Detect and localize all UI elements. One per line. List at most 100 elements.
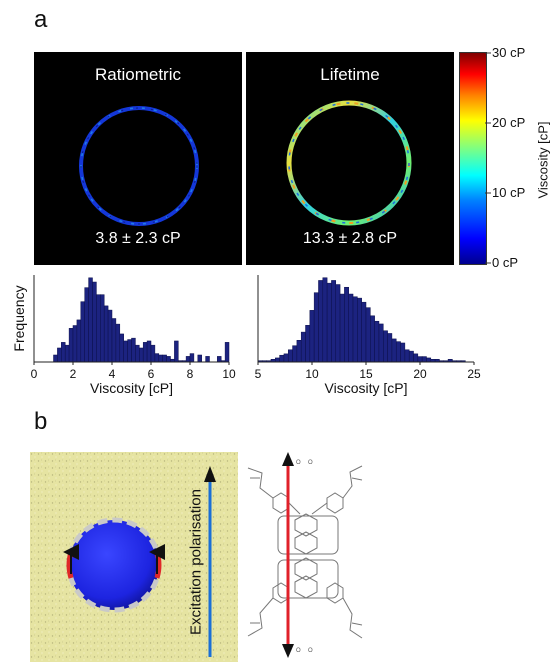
histogram-bar [131, 337, 136, 363]
histogram-ratiometric: 0 2 4 6 8 10 Viscosity [cP] Frequency [11, 275, 236, 396]
histogram-bar [413, 353, 419, 363]
histogram-bar [331, 280, 337, 363]
histogram-bar [84, 287, 89, 363]
ratiometric-ring [79, 106, 199, 226]
histogram-bar [158, 354, 163, 363]
histogram-bar [142, 342, 148, 363]
ratiometric-title: Ratiometric [95, 65, 181, 84]
histogram-bar [139, 347, 144, 363]
histogram-bar [76, 319, 82, 363]
histogram-bar [322, 277, 328, 363]
histogram-bar [370, 315, 375, 363]
lifetime-image: Lifetime 13.3 ± 2.8 cP [246, 52, 454, 265]
molecule-structure: O O O O [247, 452, 363, 658]
histogram-bar [64, 344, 70, 363]
histogram-bar [408, 350, 414, 363]
x-tick-label: 15 [359, 367, 373, 381]
histogram-bar [68, 328, 74, 363]
histogram-bar [365, 307, 371, 363]
histogram-bar [305, 325, 311, 363]
histogram-bar [185, 356, 191, 363]
histogram-bar [287, 349, 293, 363]
svg-text:O: O [296, 460, 301, 466]
histogram-bar [374, 320, 380, 363]
histogram-bar [111, 318, 117, 363]
histogram-bar [339, 293, 345, 363]
histogram-bar [275, 357, 280, 363]
histogram-bar [296, 340, 302, 363]
simulation-image: Excitation polarisation [30, 452, 238, 662]
histogram-bar [135, 344, 140, 363]
x-axis-label: Viscosity [cP] [90, 380, 173, 396]
histogram-bar [335, 284, 341, 363]
svg-text:O: O [308, 648, 313, 654]
histogram-bar [391, 338, 397, 363]
histogram-bar [107, 309, 113, 363]
histogram-lifetime: 5 10 15 20 25 Viscosity [cP] [255, 275, 481, 396]
panel-a-letter: a [34, 6, 48, 33]
ratiometric-image: Ratiometric 3.8 ± 2.3 cP [34, 52, 242, 265]
histogram-bar [326, 282, 332, 363]
histogram-bar [318, 280, 324, 363]
panel-b-letter: b [34, 408, 48, 435]
x-axis-label: Viscosity [cP] [325, 380, 408, 396]
histogram-bar [103, 305, 109, 363]
x-tick-label: 4 [109, 367, 116, 381]
colorbar-tick-0: 0 cP [492, 255, 519, 270]
histogram-bar [357, 297, 362, 363]
histogram-bar [387, 333, 393, 363]
histogram-bar [279, 354, 285, 363]
histogram-bar [197, 354, 202, 363]
histogram-bar [115, 323, 121, 363]
histogram-bar [426, 357, 432, 363]
histogram-bar [395, 341, 401, 363]
x-tick-label: 10 [222, 367, 236, 381]
histogram-bar [127, 339, 132, 363]
histogram-bar [292, 345, 298, 363]
histogram-bar [57, 347, 62, 363]
histogram-bar [154, 353, 160, 363]
ratiometric-value: 3.8 ± 2.3 cP [95, 230, 181, 247]
lifetime-value: 13.3 ± 2.8 cP [302, 230, 398, 247]
colorbar-tick-20: 20 cP [492, 115, 526, 130]
x-tick-label: 0 [31, 367, 38, 381]
colorbar-ticks [485, 52, 491, 264]
histogram-bar [352, 296, 358, 363]
colorbar-tick-10: 10 cP [492, 185, 526, 200]
histogram-bar [283, 353, 289, 363]
histogram-bar [174, 340, 179, 363]
lifetime-title: Lifetime [320, 65, 380, 84]
x-tick-label: 5 [255, 367, 262, 381]
histogram-bar [300, 331, 306, 363]
histogram-bar [92, 281, 97, 363]
histogram-bar [72, 325, 78, 363]
colorbar [459, 52, 487, 265]
x-tick-label: 10 [305, 367, 319, 381]
histogram-bar [88, 277, 93, 363]
histogram-bar [348, 293, 354, 363]
histogram-bar [119, 333, 124, 363]
histogram-bar [224, 342, 230, 363]
histogram-bar [53, 354, 58, 363]
svg-text:O: O [296, 648, 301, 654]
x-tick-label: 2 [70, 367, 77, 381]
histogram-bar [378, 323, 384, 363]
x-tick-label: 25 [467, 367, 481, 381]
histogram-bar [123, 340, 128, 363]
polarisation-diagram [30, 452, 238, 662]
histogram-bar [421, 356, 427, 363]
histogram-bar [189, 353, 195, 363]
histogram-bar [313, 292, 319, 363]
lifetime-ring [286, 100, 412, 226]
histogram-bar [166, 356, 171, 363]
histogram-bar [96, 294, 101, 363]
svg-text:O: O [308, 460, 313, 466]
histogram-bar [100, 294, 105, 363]
histogram-bar [417, 356, 423, 363]
x-tick-label: 20 [413, 367, 427, 381]
histogram-bar [205, 356, 210, 363]
histogram-bar [61, 342, 66, 363]
histogram-bar [383, 330, 388, 363]
histogram-bar [361, 301, 367, 363]
histogram-bar [146, 340, 152, 363]
